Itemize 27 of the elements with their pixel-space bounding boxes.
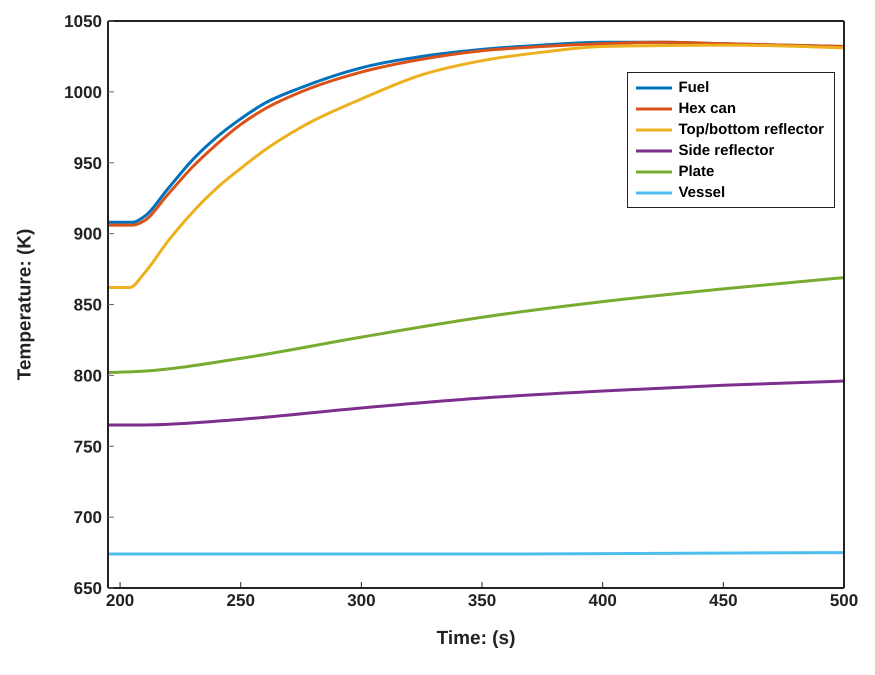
- y-tick-label: 1050: [64, 12, 102, 32]
- x-axis-title: Time: (s): [436, 628, 516, 649]
- y-tick-label: 750: [74, 437, 102, 456]
- y-tick-label: 650: [74, 579, 102, 598]
- line-series: [108, 276, 844, 374]
- legend-label: Fuel: [678, 79, 710, 96]
- y-axis-title: Temperature: (K): [14, 228, 36, 380]
- line-series: [108, 44, 844, 289]
- x-tick-label: 300: [347, 591, 376, 610]
- x-tick-label: 200: [106, 591, 134, 610]
- legend-label: Vessel: [678, 184, 726, 201]
- y-tick-label: 1000: [64, 82, 102, 102]
- legend-label: Top/bottom reflector: [678, 121, 824, 138]
- x-tick-label: 350: [468, 591, 496, 610]
- y-tick-label: 900: [74, 224, 102, 244]
- line-series: [108, 380, 844, 426]
- y-tick-label: 800: [74, 366, 102, 386]
- y-tick-label: 950: [74, 154, 102, 173]
- x-tick-label: 500: [830, 591, 858, 610]
- x-tick-label: 450: [709, 591, 738, 610]
- legend-label: Hex can: [678, 100, 736, 117]
- x-tick-label: 250: [226, 591, 255, 610]
- legend-label: Plate: [678, 163, 714, 180]
- y-tick-label: 700: [74, 508, 102, 528]
- y-tick-label: 850: [74, 296, 102, 315]
- x-tick-label: 400: [588, 591, 617, 610]
- legend-label: Side reflector: [678, 142, 774, 159]
